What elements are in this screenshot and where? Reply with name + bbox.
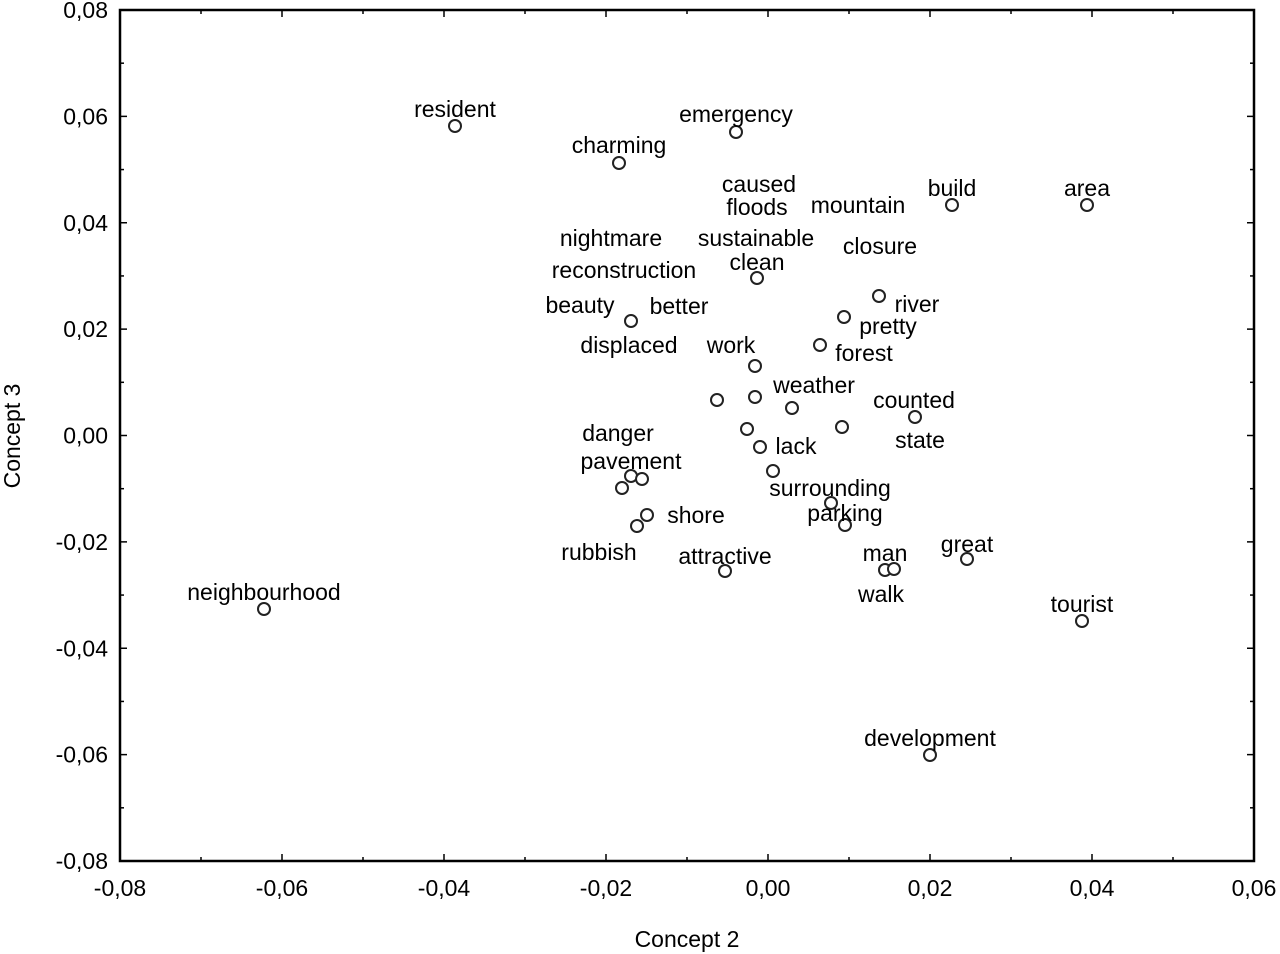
data-point-marker: [887, 562, 901, 576]
x-tick-label: -0,06: [256, 875, 308, 901]
data-point-marker: [748, 390, 762, 404]
x-tick-label: -0,04: [418, 875, 471, 901]
y-tick-label: 0,02: [63, 316, 108, 342]
x-tick-label: -0,08: [94, 875, 146, 901]
y-tick-label: -0,06: [56, 742, 108, 768]
point-label: weather: [772, 372, 855, 398]
data-point-marker: [257, 602, 271, 616]
y-axis-tick-labels: 0,08 0,06 0,04 0,02 0,00 -0,02 -0,04 -0,06 -0,08: [56, 0, 109, 874]
point-label: great: [941, 531, 994, 557]
y-tick-label: -0,02: [56, 529, 108, 555]
data-point-marker: [945, 198, 959, 212]
x-tick-label: -0,02: [580, 875, 632, 901]
point-label: development: [864, 725, 996, 751]
data-markers: [257, 119, 1094, 762]
x-tick-label: 0,02: [908, 875, 953, 901]
data-point-marker: [729, 125, 743, 139]
point-label: forest: [835, 340, 893, 366]
data-point-marker: [960, 552, 974, 566]
data-point-marker: [824, 496, 838, 510]
point-label: counted: [873, 387, 955, 413]
point-label: charming: [572, 132, 667, 158]
point-label: attractive: [678, 543, 771, 569]
data-point-marker: [813, 338, 827, 352]
point-label: walk: [857, 581, 905, 607]
data-point-marker: [640, 508, 654, 522]
y-axis-ticks: [120, 9, 1254, 862]
point-label: better: [650, 293, 709, 319]
y-axis-label: Concept 3: [0, 384, 25, 489]
x-tick-label: 0,04: [1070, 875, 1115, 901]
point-label: tourist: [1051, 591, 1114, 617]
point-label: parking: [807, 500, 882, 526]
point-label: resident: [414, 96, 496, 122]
y-tick-label: 0,08: [63, 0, 108, 23]
data-point-marker: [872, 289, 886, 303]
data-point-marker: [1075, 614, 1089, 628]
point-label: nightmare: [560, 225, 662, 251]
point-label: danger: [582, 420, 654, 446]
point-label: sustainable: [698, 225, 814, 251]
point-label: man: [863, 540, 908, 566]
data-point-marker: [835, 420, 849, 434]
point-label: area: [1064, 175, 1110, 201]
data-point-marker: [718, 564, 732, 578]
y-tick-label: -0,04: [56, 635, 109, 661]
data-point-marker: [785, 401, 799, 415]
x-tick-label: 0,06: [1232, 875, 1277, 901]
x-axis-label: Concept 2: [635, 926, 740, 952]
y-tick-label: 0,00: [63, 423, 108, 449]
point-label: pavement: [580, 448, 682, 474]
y-tick-label: 0,06: [63, 103, 108, 129]
data-point-marker: [624, 314, 638, 328]
point-label: mountain: [811, 192, 906, 218]
point-label: displaced: [580, 332, 677, 358]
x-axis-ticks: [119, 10, 1255, 861]
point-label: closure: [843, 233, 917, 259]
point-label: pretty: [859, 313, 917, 339]
data-point-marker: [612, 156, 626, 170]
point-label: beauty: [545, 292, 615, 318]
data-point-marker: [448, 119, 462, 133]
data-point-marker: [753, 440, 767, 454]
point-label: neighbourhood: [187, 579, 340, 605]
x-tick-label: 0,00: [746, 875, 791, 901]
data-point-marker: [837, 310, 851, 324]
point-label: shore: [667, 502, 725, 528]
data-point-marker: [635, 472, 649, 486]
data-point-marker: [710, 393, 724, 407]
data-point-marker: [923, 748, 937, 762]
plot-frame: [118, 8, 1256, 863]
data-point-marker: [615, 481, 629, 495]
data-point-marker: [748, 359, 762, 373]
data-point-marker: [630, 519, 644, 533]
data-point-marker: [740, 422, 754, 436]
y-tick-label: -0,08: [56, 848, 108, 874]
point-label: emergency: [679, 101, 793, 127]
point-label: floods: [726, 194, 787, 220]
data-point-marker: [750, 271, 764, 285]
data-point-marker: [766, 464, 780, 478]
point-label: build: [928, 175, 977, 201]
data-point-marker: [1080, 198, 1094, 212]
point-label: caused: [722, 171, 796, 197]
point-label: river: [895, 291, 940, 317]
y-tick-label: 0,04: [63, 210, 108, 236]
x-axis-tick-labels: -0,08 -0,06 -0,04 -0,02 0,00 0,02 0,04 0,06: [94, 875, 1277, 901]
point-label: reconstruction: [552, 257, 696, 283]
data-point-marker: [908, 410, 922, 424]
data-point-marker: [838, 518, 852, 532]
point-label: lack: [776, 433, 817, 459]
point-label: state: [895, 427, 945, 453]
point-label: work: [706, 332, 756, 358]
point-label: rubbish: [561, 539, 636, 565]
point-label: surrounding: [769, 475, 890, 501]
point-label: clean: [730, 249, 785, 275]
